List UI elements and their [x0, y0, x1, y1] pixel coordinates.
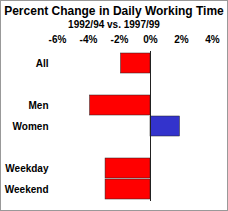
svg-text:Weekday: Weekday: [5, 163, 49, 174]
svg-text:Men: Men: [29, 100, 49, 111]
svg-text:0%: 0%: [143, 34, 158, 45]
svg-text:2%: 2%: [174, 34, 189, 45]
svg-text:4%: 4%: [205, 34, 220, 45]
svg-text:-4%: -4%: [80, 34, 98, 45]
svg-text:All: All: [36, 58, 49, 69]
svg-text:-6%: -6%: [49, 34, 67, 45]
html-text:Percent Change in Daily Workin: Percent Change in Daily Working Time: [4, 4, 224, 18]
svg-text:Women: Women: [13, 121, 49, 132]
svg-text:-2%: -2%: [111, 34, 129, 45]
html-text:1992/94 vs. 1997/99: 1992/94 vs. 1997/99: [68, 19, 160, 30]
svg-text:Weekend: Weekend: [5, 184, 49, 195]
